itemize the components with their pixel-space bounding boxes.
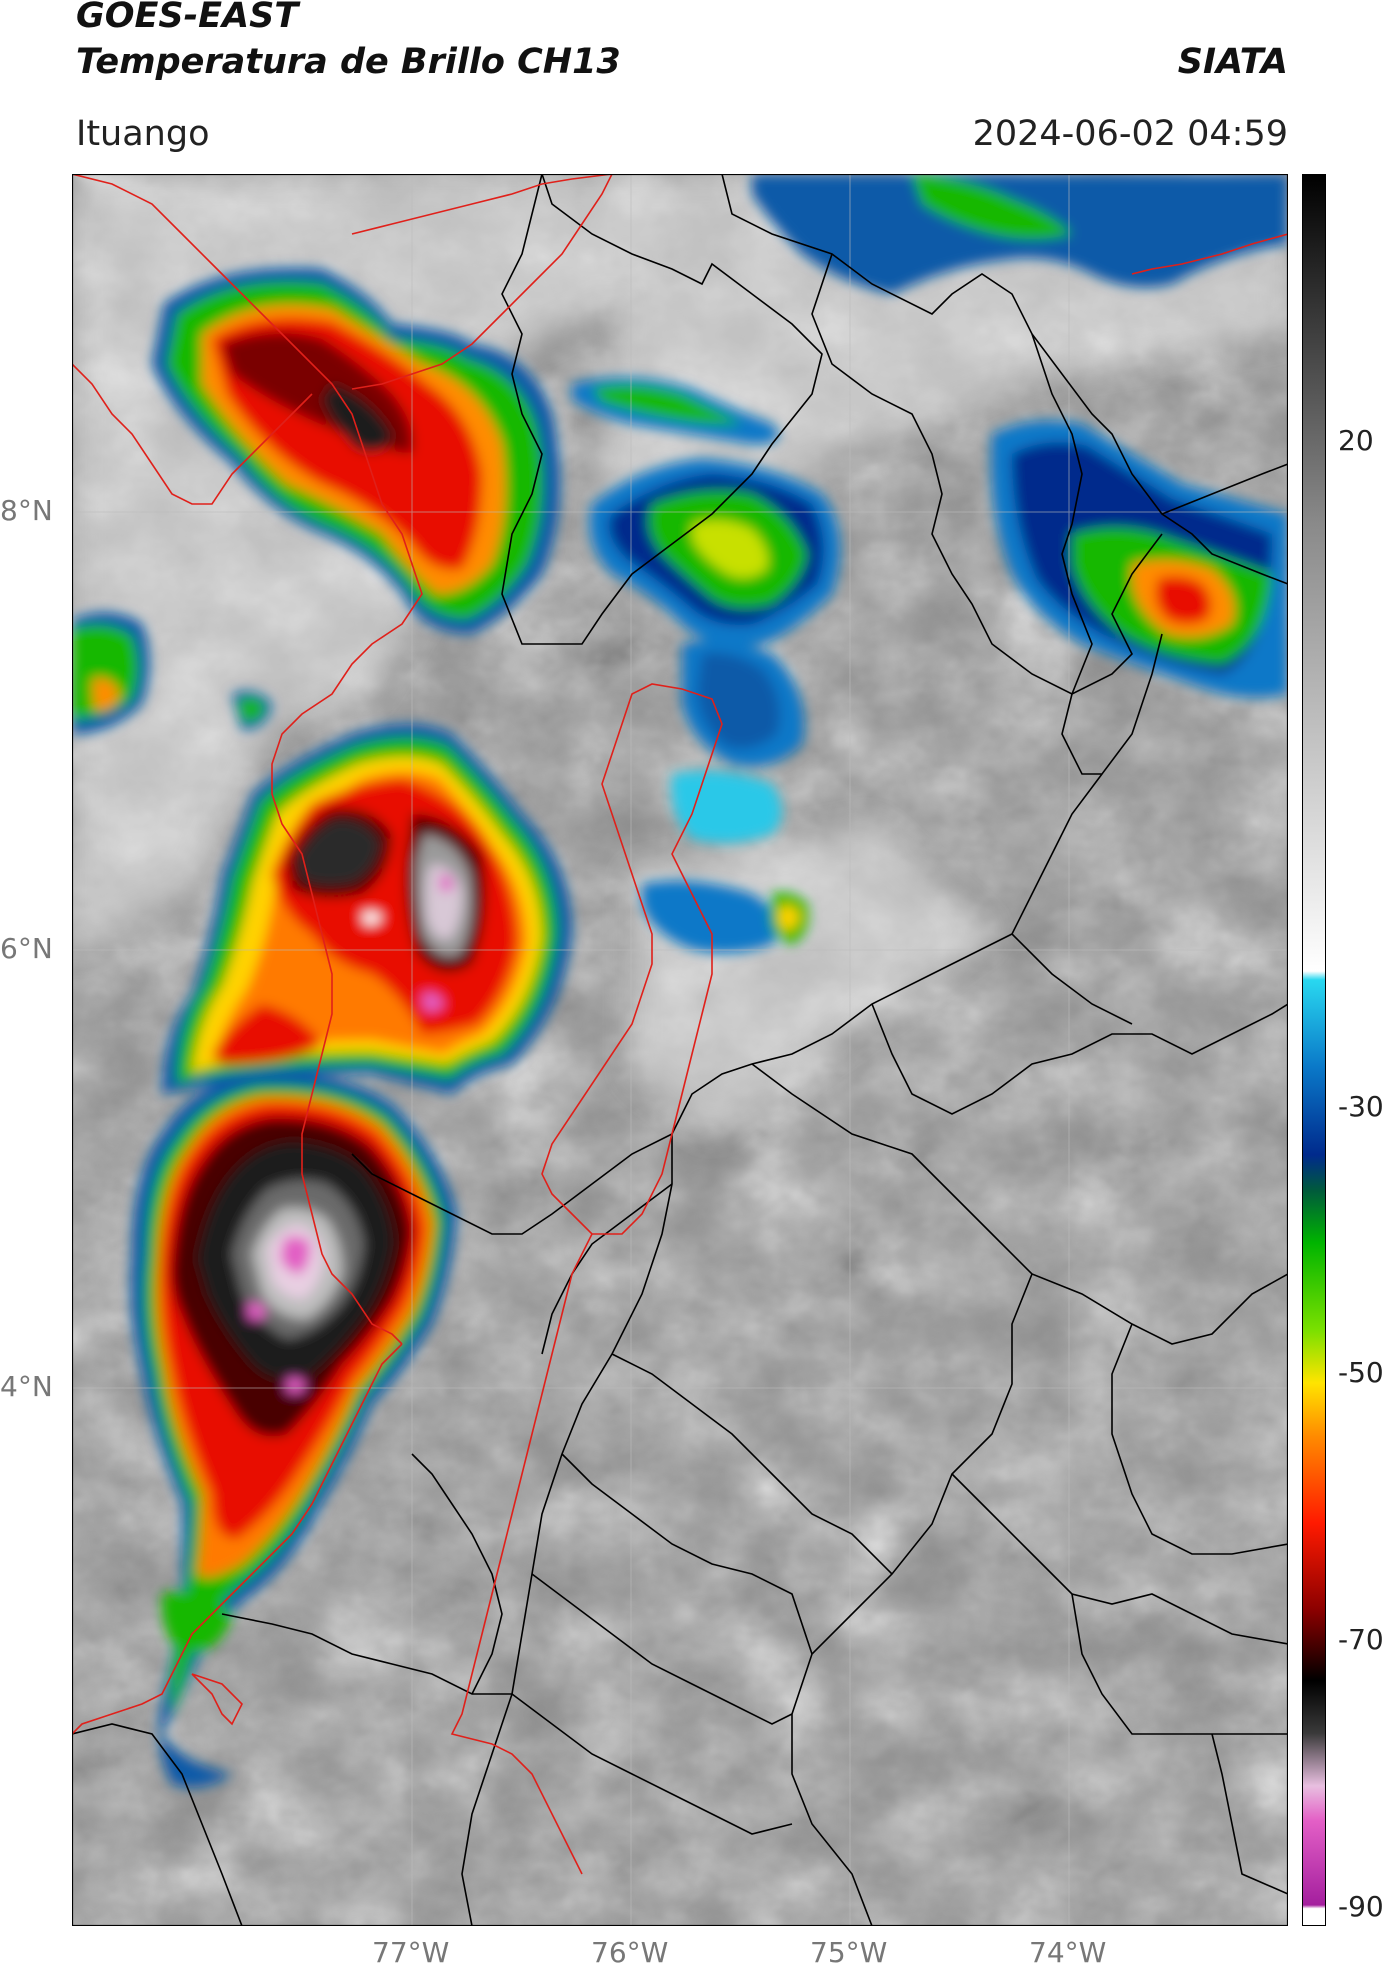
lat-label-8n: 8°N [0, 494, 53, 527]
colorbar-tick-minus90: -90 [1338, 1890, 1384, 1923]
cold-cloud-tops [72, 174, 1288, 1788]
admin-borders [72, 174, 1288, 1926]
colorbar-tick-minus50: -50 [1338, 1356, 1384, 1389]
graticule [72, 174, 1288, 1926]
datetime-label: 2024-06-02 04:59 [972, 114, 1288, 154]
satellite-map [72, 174, 1288, 1926]
product-title: Temperatura de Brillo CH13 [76, 42, 621, 82]
colorbar-frame [1302, 174, 1326, 1926]
lat-label-6n: 6°N [0, 932, 53, 965]
colorbar-tick-minus30: -30 [1338, 1090, 1384, 1123]
lon-label-77w: 77°W [372, 1936, 450, 1969]
colorbar-tick-20: 20 [1338, 424, 1374, 457]
colorbar-gradient [1302, 174, 1326, 1926]
map-frame [72, 174, 1288, 1926]
colorbar-tick-minus70: -70 [1338, 1623, 1384, 1656]
lon-label-75w: 75°W [810, 1936, 888, 1969]
lon-label-76w: 76°W [591, 1936, 669, 1969]
lon-label-74w: 74°W [1029, 1936, 1107, 1969]
location-label: Ituango [76, 114, 210, 154]
lat-label-4n: 4°N [0, 1370, 53, 1403]
org-label: SIATA [1177, 42, 1288, 82]
country-borders [72, 174, 1288, 1875]
satellite-title: GOES-EAST [76, 0, 299, 36]
colorbar [1302, 174, 1326, 1926]
